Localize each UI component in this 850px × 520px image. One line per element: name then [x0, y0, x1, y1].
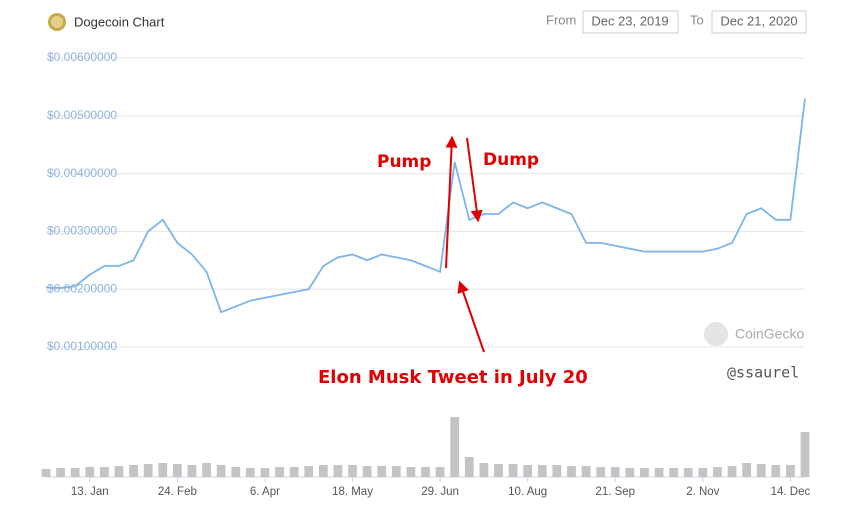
y-tick-label: $0.00600000	[47, 50, 117, 64]
volume-bar	[581, 466, 591, 477]
volume-bar	[202, 463, 211, 477]
volume-bar	[304, 466, 314, 477]
plot-area: $0.00100000 $0.00200000 $0.00300000 $0.0040…	[41, 50, 811, 498]
volume-bar	[552, 465, 562, 477]
volume-bar	[698, 468, 708, 477]
volume-bar	[800, 432, 810, 477]
volume-bar	[669, 468, 679, 477]
volume-bar	[537, 465, 547, 477]
x-tick-label: 2. Nov	[686, 486, 719, 498]
chart-title: Dogecoin Chart	[74, 14, 165, 29]
volume-bar	[421, 467, 430, 477]
to-date[interactable]: Dec 21, 2020	[720, 13, 797, 28]
volume-bar	[406, 467, 416, 477]
volume-bar	[377, 466, 387, 477]
x-tick-label: 21. Sep	[595, 486, 635, 498]
volume-bar	[596, 467, 606, 477]
from-date[interactable]: Dec 23, 2019	[591, 13, 668, 28]
volume-bar	[41, 469, 51, 477]
volume-bar	[85, 467, 95, 477]
from-input[interactable]	[582, 10, 679, 34]
volume-bar	[742, 463, 751, 477]
y-tick-label: $0.00500000	[47, 108, 117, 122]
volume-bar	[479, 463, 489, 477]
annotation: Elon Musk Tweet in July 20	[318, 367, 588, 388]
volume-bar	[727, 466, 737, 477]
credit: @ssaurel	[727, 364, 799, 382]
dump-arrow	[466, 137, 483, 223]
volume-bar	[100, 467, 109, 477]
volume-bar	[391, 466, 401, 477]
volume-bar	[187, 465, 197, 477]
watermark: CoinGecko	[735, 326, 804, 342]
volume-bar	[567, 466, 576, 477]
volume-bar	[435, 467, 445, 477]
y-tick-label: $0.00100000	[47, 339, 117, 353]
volume-bar	[318, 465, 328, 477]
volume-bar	[172, 464, 182, 477]
volume-bar	[450, 417, 460, 477]
volume-bar	[143, 464, 153, 477]
volume-bar	[158, 463, 168, 477]
volume-bar	[654, 468, 664, 477]
volume-bar	[275, 467, 284, 477]
x-tick-label: 18. May	[332, 486, 373, 498]
volume-bar	[362, 466, 372, 477]
x-tick-label: 24. Feb	[158, 486, 197, 498]
volume-bar	[523, 465, 533, 477]
x-tick-label: 29. Jun	[421, 486, 459, 498]
coin-icon-inner	[51, 16, 63, 28]
volume-bar	[640, 468, 649, 477]
y-tick-label: $0.00200000	[47, 281, 117, 295]
volume-bar	[610, 467, 620, 477]
volume-bar	[70, 468, 80, 477]
y-tick-label: $0.00400000	[47, 166, 117, 180]
volume-bar	[756, 464, 766, 477]
volume-bar	[216, 465, 226, 477]
volume-bar	[348, 465, 357, 477]
from-label: From	[546, 12, 576, 27]
x-tick-label: 13. Jan	[71, 486, 109, 498]
volume-bar	[260, 468, 270, 477]
volume-bar	[494, 464, 503, 477]
tweet-arrow	[457, 280, 485, 353]
volume-bar	[56, 468, 65, 477]
volume-bar	[231, 467, 241, 477]
volume-bar	[771, 465, 781, 477]
to-input[interactable]	[711, 10, 807, 34]
volume-bar	[625, 468, 635, 477]
x-tick-label: 10. Aug	[508, 486, 547, 498]
volume-bar	[245, 468, 255, 477]
volume-bar	[333, 465, 343, 477]
volume-bar	[683, 468, 693, 477]
x-tick-label: 14. Dec	[771, 486, 811, 498]
annotation: Dump	[483, 150, 539, 170]
volume-bar	[289, 467, 299, 477]
annotation: Pump	[377, 152, 431, 172]
volume-bar	[508, 464, 518, 477]
coingecko-logo	[704, 322, 728, 346]
x-tick-label: 6. Apr	[250, 486, 280, 498]
pump-arrow	[445, 135, 458, 269]
volume-bar	[129, 465, 138, 477]
volume-bar	[114, 466, 124, 477]
y-tick-label: $0.00300000	[47, 224, 117, 238]
volume-bar	[713, 467, 722, 477]
volume-bar	[464, 457, 474, 477]
to-label: To	[690, 12, 704, 27]
price-line	[45, 98, 806, 314]
volume-bar	[786, 465, 795, 477]
